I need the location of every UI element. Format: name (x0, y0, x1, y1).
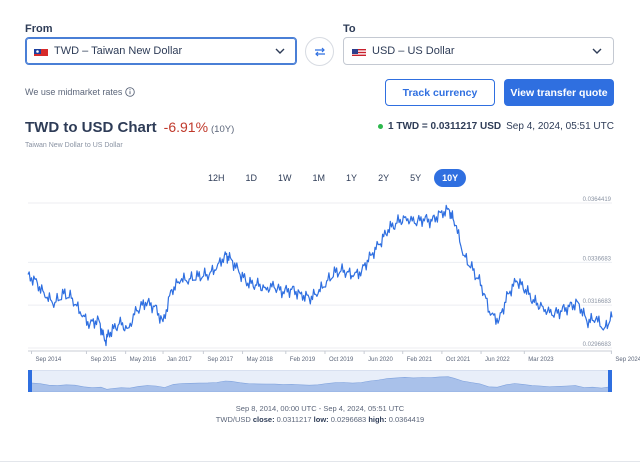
midmarket-text: We use midmarket rates (25, 87, 123, 97)
x-tick-label: Jan 2017 (167, 357, 192, 363)
change-range: (10Y) (211, 124, 235, 135)
live-dot-icon (378, 124, 384, 129)
x-tick-label: Feb 2021 (407, 357, 433, 363)
from-label: From (25, 23, 53, 35)
chevron-down-icon (592, 48, 602, 54)
x-tick-label: May 2018 (247, 357, 274, 363)
to-currency-value: USD – US Dollar (372, 45, 455, 57)
footer-high-value: 0.0364419 (388, 415, 425, 424)
x-tick-label: Sep 2024 (615, 357, 640, 363)
x-tick-label: Oct 2021 (446, 357, 471, 363)
track-currency-button[interactable]: Track currency (385, 79, 495, 106)
chart-subtitle: Taiwan New Dollar to US Dollar (25, 142, 123, 149)
y-tick-label: 0.0316683 (583, 299, 612, 305)
x-tick-label: Feb 2019 (290, 357, 316, 363)
footer-date-range: Sep 8, 2014, 00:00 UTC - Sep 4, 2024, 05… (235, 404, 405, 413)
footer-high-label: high: (368, 415, 387, 424)
footer-pair: TWD/USD (215, 415, 251, 424)
x-tick-label: Jun 2020 (368, 357, 393, 363)
live-rate: 1 TWD = 0.0311217 USD Sep 4, 2024, 05:51… (378, 121, 614, 132)
chevron-down-icon (275, 48, 285, 54)
chart-title: TWD to USD Chart -6.91% (10Y) (25, 119, 234, 136)
range-button-1d[interactable]: 1D (245, 173, 258, 183)
view-transfer-quote-button[interactable]: View transfer quote (504, 79, 614, 106)
change-percent: -6.91% (163, 119, 209, 135)
x-tick-label: Jun 2022 (485, 357, 510, 363)
footer-close-value: 0.0311217 (276, 415, 312, 424)
footer-close-label: close: (252, 415, 275, 424)
x-tick-label: Mar 2023 (528, 357, 554, 363)
navigator-handle-left (28, 370, 32, 392)
range-button-1y[interactable]: 1Y (346, 173, 358, 183)
chart-navigator[interactable] (28, 370, 612, 392)
y-tick-label: 0.0296683 (583, 342, 612, 348)
navigator-handle-right (608, 370, 612, 392)
navigator-area (30, 376, 610, 392)
from-currency-value: TWD – Taiwan New Dollar (54, 45, 183, 57)
swap-currencies-button[interactable] (305, 37, 334, 66)
time-range-selector: 12H 1D 1W 1M 1Y 2Y 5Y 10Y (200, 169, 471, 187)
footer-stats: TWD/USD close: 0.0311217 low: 0.0296683 … (0, 415, 640, 424)
info-icon[interactable] (125, 87, 136, 97)
to-currency-select[interactable]: USD – US Dollar (343, 37, 614, 65)
rate-time: Sep 4, 2024, 05:51 UTC (506, 121, 614, 132)
range-button-1w[interactable]: 1W (278, 173, 292, 183)
range-button-1m[interactable]: 1M (312, 173, 326, 183)
range-button-5y[interactable]: 5Y (410, 173, 422, 183)
rate-line-chart[interactable]: 0.0364419 0.0336683 0.0316683 0.0296683 Sep … (0, 195, 640, 370)
x-tick-label: Sep 2017 (207, 357, 233, 363)
us-flag-icon (352, 46, 366, 56)
x-tick-label: May 2016 (130, 357, 157, 363)
chart-title-text: TWD to USD Chart (25, 119, 157, 136)
taiwan-flag-icon (34, 46, 48, 56)
to-label: To (343, 23, 356, 35)
x-tick-label: Sep 2014 (36, 357, 62, 363)
midmarket-note: We use midmarket rates (25, 87, 136, 97)
x-tick-label: Oct 2019 (329, 357, 354, 363)
range-button-2y[interactable]: 2Y (378, 173, 390, 183)
swap-arrows-icon (314, 47, 325, 56)
series-line-twd-usd (27, 204, 613, 347)
from-currency-select[interactable]: TWD – Taiwan New Dollar (25, 37, 297, 65)
rate-value: 1 TWD = 0.0311217 USD (388, 121, 502, 132)
range-button-10y[interactable]: 10Y (434, 169, 467, 187)
y-tick-label: 0.0336683 (583, 256, 612, 262)
footer-low-value: 0.0296683 (330, 415, 367, 424)
range-button-12h[interactable]: 12H (208, 173, 225, 183)
y-tick-label: 0.0364419 (583, 197, 612, 203)
x-tick-label: Sep 2015 (90, 357, 116, 363)
bottom-divider (0, 461, 640, 462)
footer-low-label: low: (313, 415, 329, 424)
